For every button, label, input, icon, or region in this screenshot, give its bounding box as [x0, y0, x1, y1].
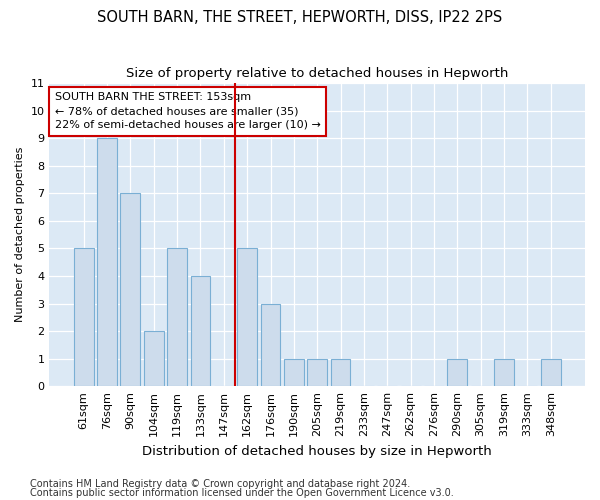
Bar	[541, 358, 560, 386]
Text: Contains public sector information licensed under the Open Government Licence v3: Contains public sector information licen…	[30, 488, 454, 498]
Bar	[260, 304, 280, 386]
Title: Size of property relative to detached houses in Hepworth: Size of property relative to detached ho…	[126, 68, 508, 80]
Bar	[97, 138, 117, 386]
Bar	[237, 248, 257, 386]
X-axis label: Distribution of detached houses by size in Hepworth: Distribution of detached houses by size …	[142, 444, 492, 458]
Bar	[331, 358, 350, 386]
Bar	[74, 248, 94, 386]
Text: SOUTH BARN, THE STREET, HEPWORTH, DISS, IP22 2PS: SOUTH BARN, THE STREET, HEPWORTH, DISS, …	[97, 10, 503, 25]
Bar	[448, 358, 467, 386]
Bar	[307, 358, 327, 386]
Bar	[191, 276, 211, 386]
Y-axis label: Number of detached properties: Number of detached properties	[15, 147, 25, 322]
Text: Contains HM Land Registry data © Crown copyright and database right 2024.: Contains HM Land Registry data © Crown c…	[30, 479, 410, 489]
Bar	[167, 248, 187, 386]
Bar	[494, 358, 514, 386]
Bar	[121, 194, 140, 386]
Bar	[144, 331, 164, 386]
Text: SOUTH BARN THE STREET: 153sqm
← 78% of detached houses are smaller (35)
22% of s: SOUTH BARN THE STREET: 153sqm ← 78% of d…	[55, 92, 320, 130]
Bar	[284, 358, 304, 386]
